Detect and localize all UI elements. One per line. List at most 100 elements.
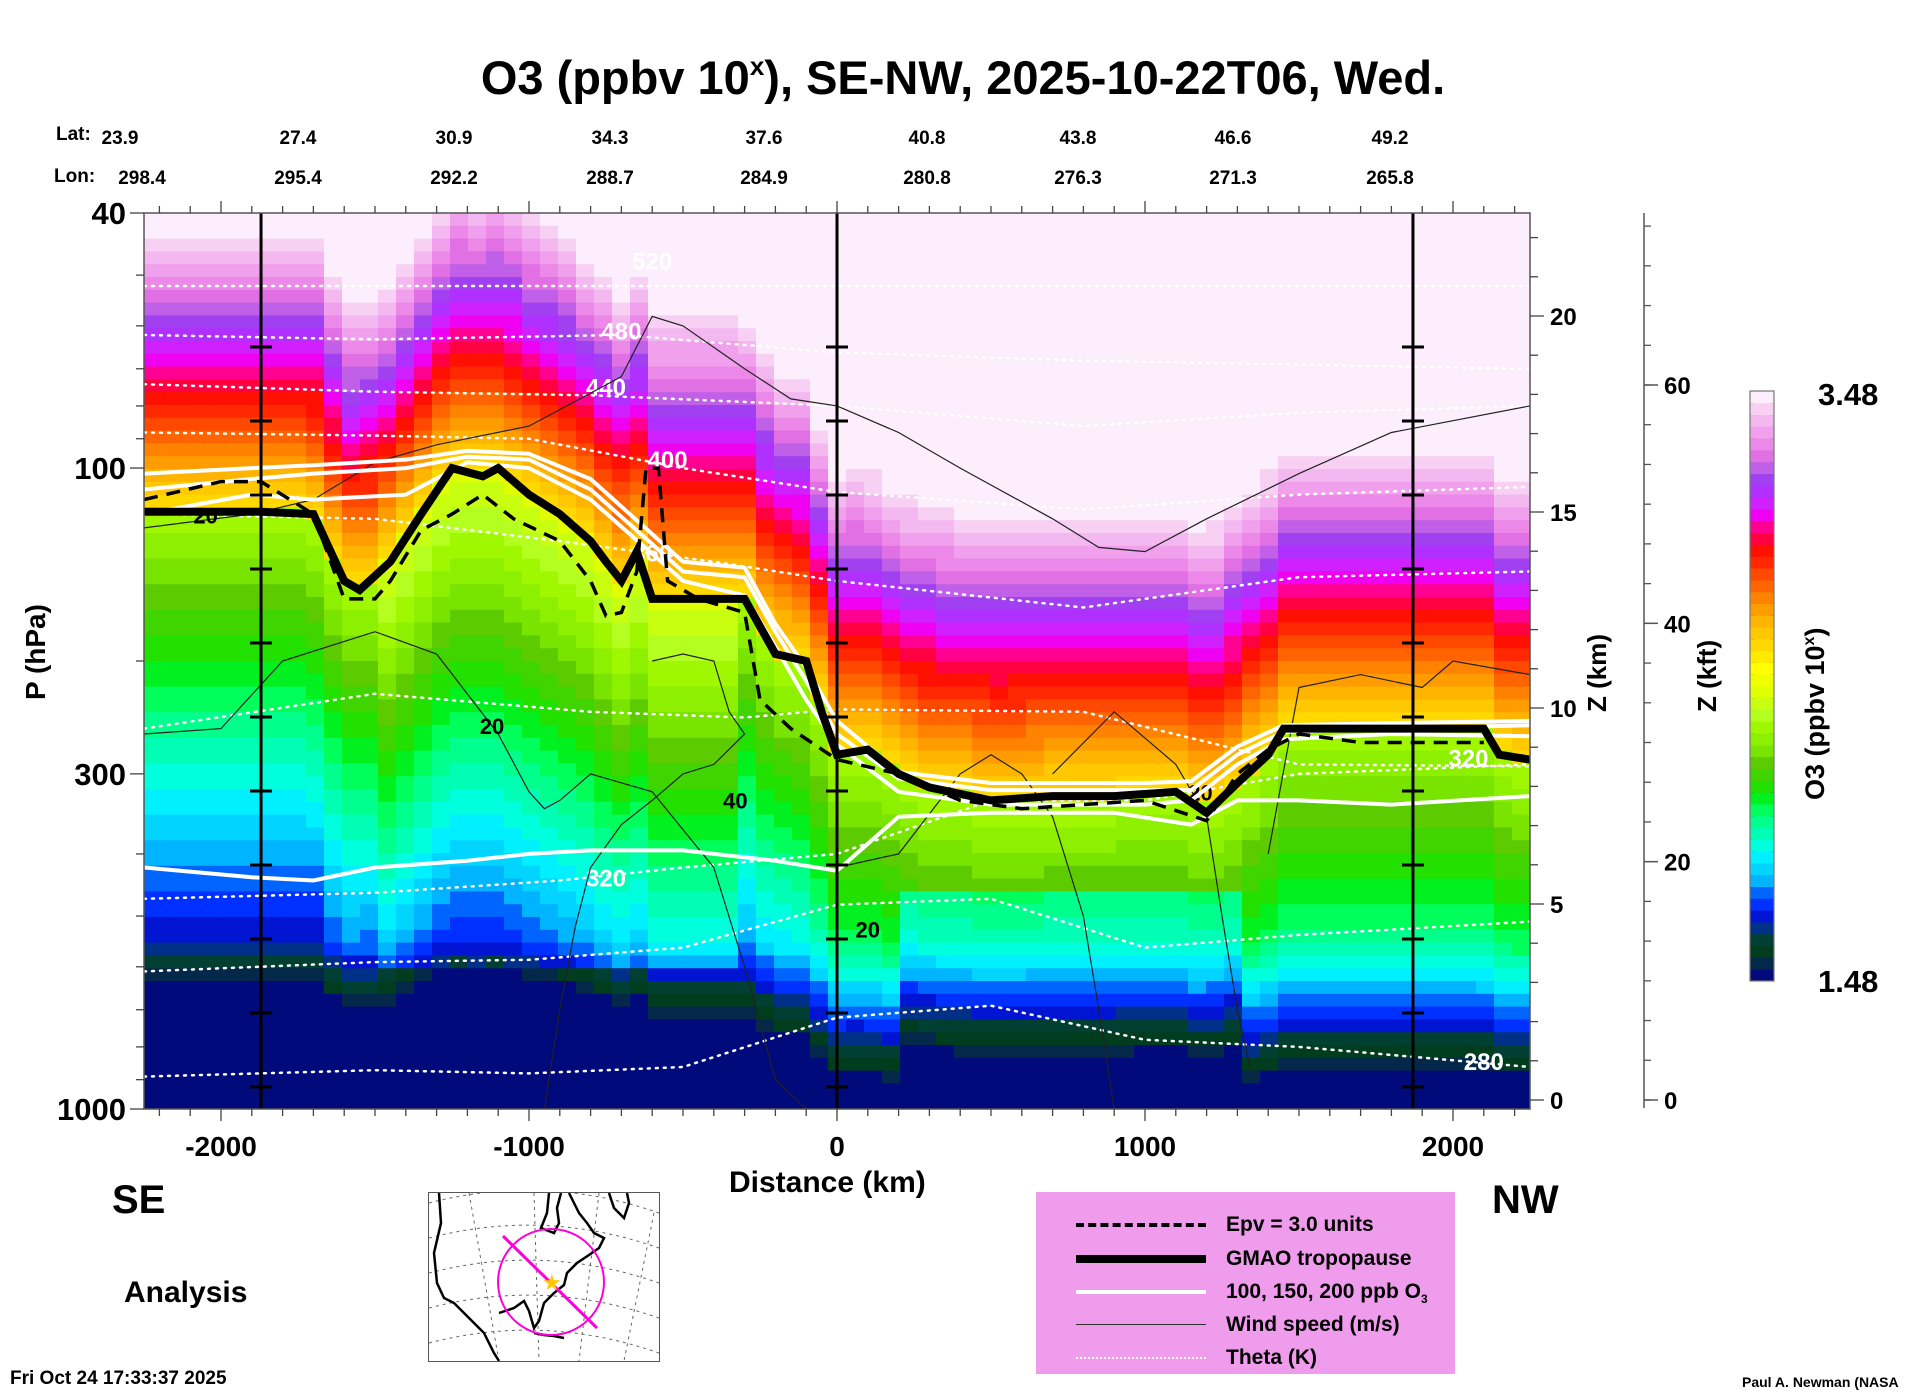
field-cell [666,302,685,317]
field-cell [522,904,541,918]
field-cell [504,891,523,906]
field-cell [432,648,451,662]
field-cell [486,648,505,662]
field-cell [1044,840,1063,854]
field-cell [738,942,757,957]
field-cell [1026,289,1045,304]
field-cell [954,238,973,253]
field-cell [900,392,919,406]
field-cell [900,277,919,291]
field-cell [594,712,613,726]
field-cell [180,302,199,317]
field-cell [432,417,451,432]
field-cell [720,673,739,688]
field-cell [1314,865,1333,880]
field-cell [468,366,487,381]
field-cell [486,955,505,970]
field-cell [540,673,559,688]
field-cell [360,981,379,995]
field-cell [360,430,379,445]
field-cell [1134,443,1153,458]
field-cell [990,686,1009,701]
field-cell [180,942,199,957]
field-cell [936,750,955,765]
field-cell [1062,699,1081,714]
field-cell [1242,661,1261,675]
field-cell [1386,456,1405,470]
field-cell [378,405,397,419]
field-cell [810,289,829,304]
field-cell [144,725,163,739]
field-cell [738,1096,757,1109]
field-cell [612,648,631,662]
field-cell [1152,993,1171,1008]
field-cell [504,609,523,624]
field-cell [1026,571,1045,586]
field-cell [432,622,451,637]
field-cell [864,981,883,995]
field-cell [882,417,901,432]
field-cell [1224,1006,1243,1021]
field-cell [1386,1083,1405,1098]
field-cell [486,750,505,765]
field-cell [1134,840,1153,854]
field-cell [882,1032,901,1046]
field-cell [540,750,559,765]
field-cell [1098,904,1117,918]
field-cell [810,366,829,381]
field-cell [792,1032,811,1046]
field-cell [1170,1070,1189,1085]
field-cell [342,878,361,893]
field-cell [1350,417,1369,432]
field-cell [396,1045,415,1059]
field-cell [1008,1019,1027,1034]
field-cell [450,725,469,739]
field-cell [594,981,613,995]
field-cell [342,699,361,714]
field-cell [1386,891,1405,906]
field-cell [198,264,217,278]
field-cell [396,891,415,906]
field-cell [558,1006,577,1021]
field-cell [1296,878,1315,893]
field-cell [270,661,289,675]
field-cell [1008,609,1027,624]
field-cell [954,827,973,842]
field-cell [666,392,685,406]
field-cell [216,238,235,253]
field-cell [1188,1045,1207,1059]
field-cell [360,289,379,304]
field-cell [486,776,505,790]
field-cell [288,955,307,970]
field-cell [594,277,613,291]
field-cell [1080,917,1099,931]
field-cell [1062,392,1081,406]
field-cell [1170,379,1189,394]
field-cell [756,277,775,291]
field-cell [990,917,1009,931]
field-cell [666,533,685,547]
field-cell [360,1057,379,1072]
field-cell [846,238,865,253]
field-cell [1332,392,1351,406]
field-cell [1314,635,1333,650]
field-cell [666,917,685,931]
field-cell [1098,443,1117,458]
field-cell [180,981,199,995]
field-cell [900,469,919,483]
field-cell [954,443,973,458]
field-cell [810,238,829,253]
field-cell [468,520,487,534]
field-cell [360,1083,379,1098]
field-cell [414,558,433,573]
field-cell [576,264,595,278]
field-cell [378,1032,397,1046]
field-cell [774,1057,793,1072]
field-cell [1206,929,1225,944]
field-cell [648,891,667,906]
field-cell [558,443,577,458]
field-cell [954,725,973,739]
field-cell [1386,315,1405,330]
field-cell [846,597,865,611]
